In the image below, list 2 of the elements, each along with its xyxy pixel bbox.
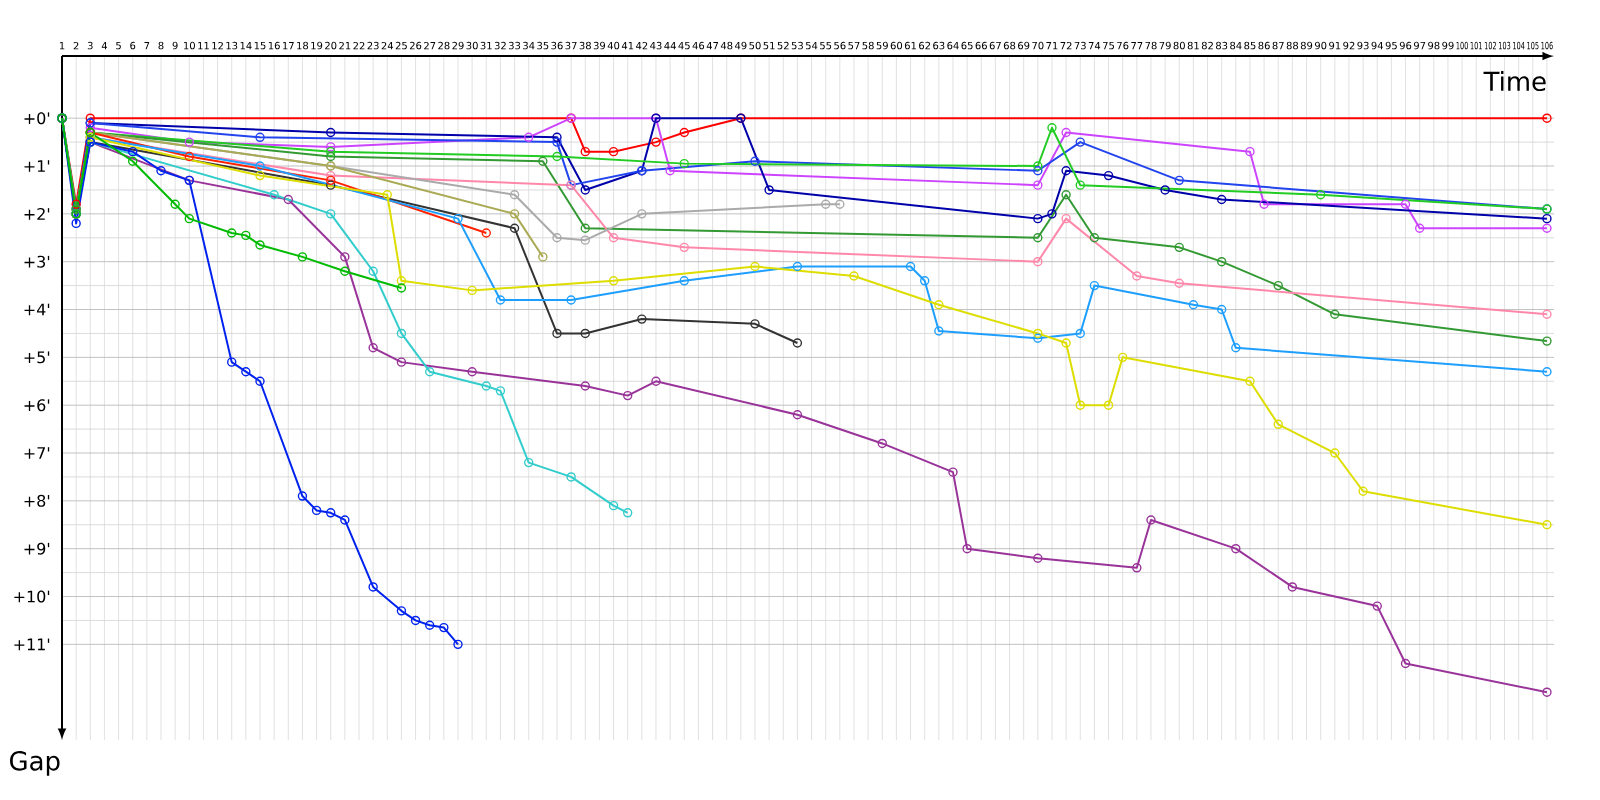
x-axis-title: Time — [1483, 71, 1546, 92]
y-axis-title: Gap — [10, 751, 60, 776]
